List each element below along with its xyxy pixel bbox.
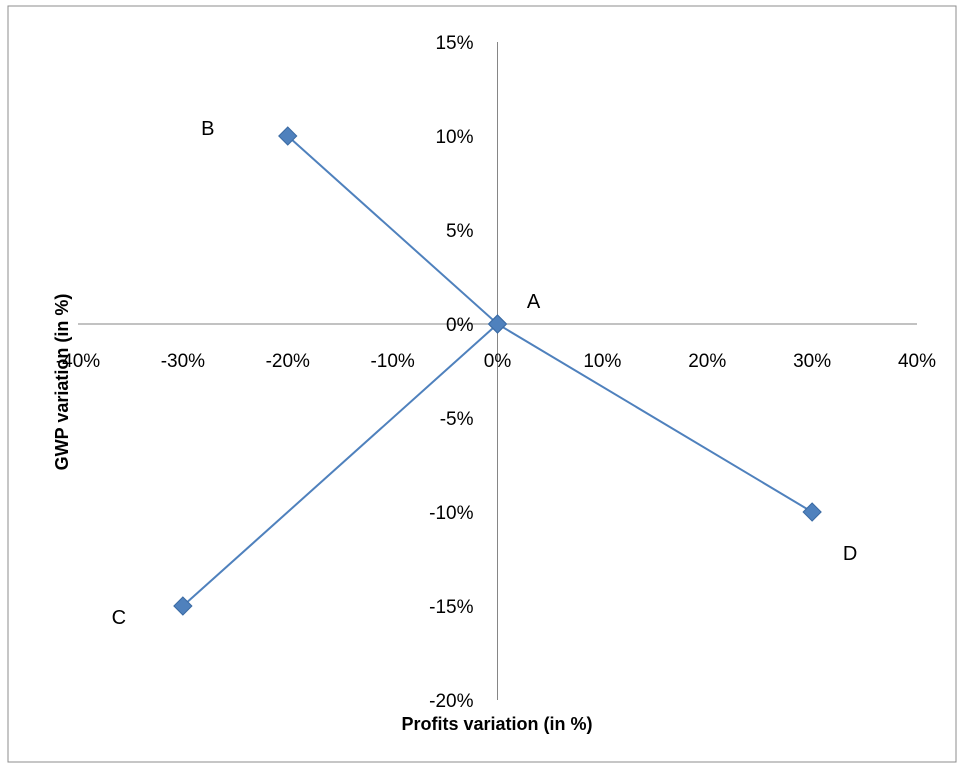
y-tick-label: 15% xyxy=(435,33,473,54)
x-tick-label: -40% xyxy=(56,351,100,372)
series-line xyxy=(182,323,499,607)
point-label: B xyxy=(201,118,214,140)
point-label: C xyxy=(112,607,126,629)
chart-border xyxy=(7,5,957,763)
point-label: A xyxy=(527,291,541,313)
x-tick-label: -20% xyxy=(266,351,310,372)
point-label: D xyxy=(843,543,857,565)
y-tick-label: 10% xyxy=(435,127,473,148)
data-point-marker xyxy=(278,126,298,146)
x-tick-label: 20% xyxy=(688,351,726,372)
x-tick-label: 30% xyxy=(793,351,831,372)
y-tick-label: 5% xyxy=(446,221,474,242)
tick-labels: 15% 10% 5% 0% -5% -10% -15% -20% -40% -30% -20% -10… xyxy=(56,33,936,712)
series-layer xyxy=(173,126,822,616)
x-tick-label: 0% xyxy=(484,351,512,372)
x-axis-title: Profits variation (in %) xyxy=(401,714,592,734)
y-tick-label: 0% xyxy=(446,315,474,336)
data-point-marker xyxy=(487,314,508,334)
x-tick-label: 40% xyxy=(898,351,936,372)
x-tick-label: -10% xyxy=(370,351,414,372)
x-tick-label: 10% xyxy=(583,351,621,372)
data-point-marker xyxy=(173,596,193,616)
y-tick-label: -15% xyxy=(429,597,473,618)
data-point-marker xyxy=(802,502,822,522)
point-labels: B A D C xyxy=(112,118,858,629)
y-tick-label: -5% xyxy=(440,409,474,430)
y-axis-title: GWP variation (in %) xyxy=(52,294,72,471)
y-tick-label: -10% xyxy=(429,503,473,524)
x-tick-label: -30% xyxy=(161,351,205,372)
y-tick-label: -20% xyxy=(429,691,473,712)
